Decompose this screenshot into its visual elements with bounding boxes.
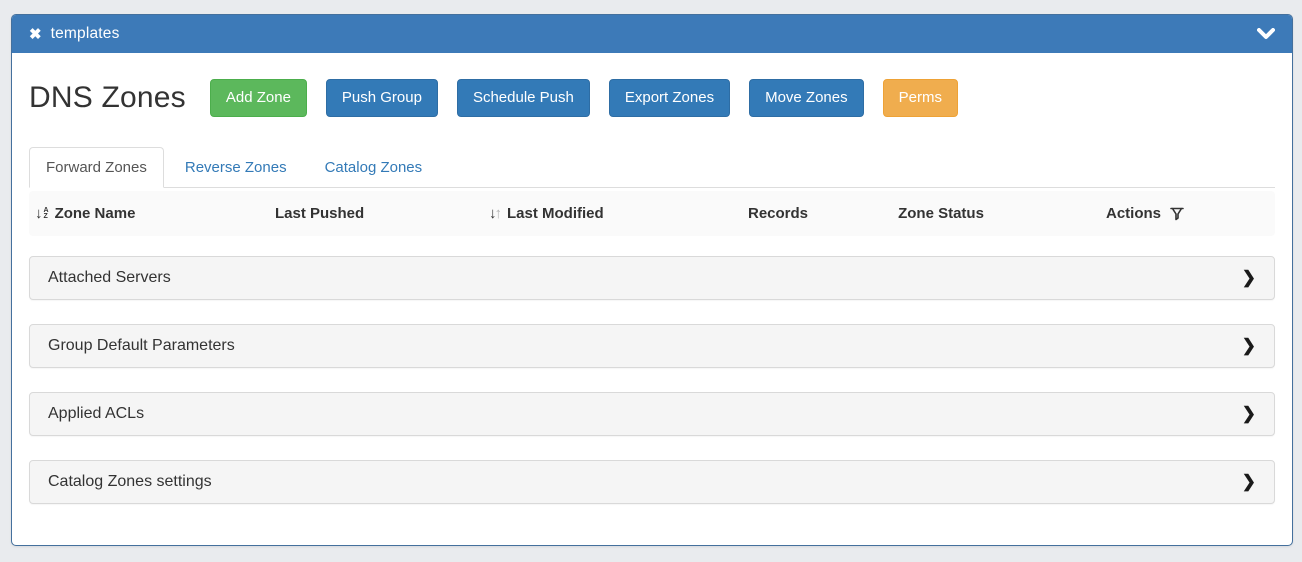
chevron-right-icon: ❯ (1241, 472, 1256, 491)
accordion-applied-acls[interactable]: Applied ACLs ❯ (29, 392, 1275, 436)
chevron-right-icon: ❯ (1241, 336, 1256, 355)
add-zone-button[interactable]: Add Zone (209, 79, 307, 117)
filter-funnel-icon[interactable] (1170, 207, 1184, 221)
heading-row: DNS Zones Add Zone Push Group Schedule P… (29, 79, 1275, 117)
sort-alpha-down-icon: ↓ A Z (35, 205, 49, 222)
column-label: Actions (1105, 205, 1161, 222)
column-header-last-modified[interactable]: ↓ ↑ Last Modified (483, 205, 723, 222)
chevron-down-icon[interactable] (1257, 28, 1275, 40)
column-label: Records (747, 205, 809, 222)
accordion-label: Applied ACLs (48, 405, 145, 422)
push-group-button[interactable]: Push Group (325, 79, 438, 117)
panel-titlebar: ✖ templates (12, 15, 1292, 53)
move-zones-button[interactable]: Move Zones (749, 79, 864, 117)
accordion-label: Attached Servers (48, 269, 171, 286)
column-header-last-pushed[interactable]: Last Pushed (269, 205, 483, 222)
column-header-zone-name[interactable]: ↓ A Z Zone Name (29, 205, 269, 222)
zone-tabs: Forward Zones Reverse Zones Catalog Zone… (29, 147, 1275, 188)
chevron-right-icon: ❯ (1241, 268, 1256, 287)
column-header-actions: Actions (1049, 205, 1241, 222)
chevron-right-icon: ❯ (1241, 404, 1256, 423)
accordion-attached-servers[interactable]: Attached Servers ❯ (29, 256, 1275, 300)
page-title: DNS Zones (29, 81, 186, 114)
tab-forward-zones[interactable]: Forward Zones (29, 147, 164, 188)
accordion-label: Catalog Zones settings (48, 473, 212, 490)
accordion-label: Group Default Parameters (48, 337, 235, 354)
column-label: Zone Status (898, 205, 984, 222)
tab-catalog-zones[interactable]: Catalog Zones (324, 159, 423, 176)
column-label: Last Pushed (275, 205, 365, 222)
export-zones-button[interactable]: Export Zones (608, 79, 731, 117)
schedule-push-button[interactable]: Schedule Push (456, 79, 590, 117)
zones-table-header: ↓ A Z Zone Name Last Pushed ↓ ↑ Last Mod… (29, 191, 1275, 236)
column-label: Zone Name (54, 205, 136, 222)
column-header-records: Records (723, 205, 833, 222)
accordion-catalog-zones-settings[interactable]: Catalog Zones settings ❯ (29, 460, 1275, 504)
settings-accordions: Attached Servers ❯ Group Default Paramet… (29, 256, 1275, 504)
panel-title: templates (50, 25, 120, 42)
tab-reverse-zones[interactable]: Reverse Zones (184, 159, 287, 176)
perms-button[interactable]: Perms (882, 79, 958, 117)
accordion-group-default-parameters[interactable]: Group Default Parameters ❯ (29, 324, 1275, 368)
column-label: Last Modified (507, 205, 604, 222)
sort-up-down-icon: ↓ ↑ (489, 205, 502, 222)
templates-panel: ✖ templates DNS Zones Add Zone Push Grou… (11, 14, 1293, 546)
close-icon[interactable]: ✖ (29, 25, 42, 43)
column-header-zone-status: Zone Status (833, 205, 1049, 222)
